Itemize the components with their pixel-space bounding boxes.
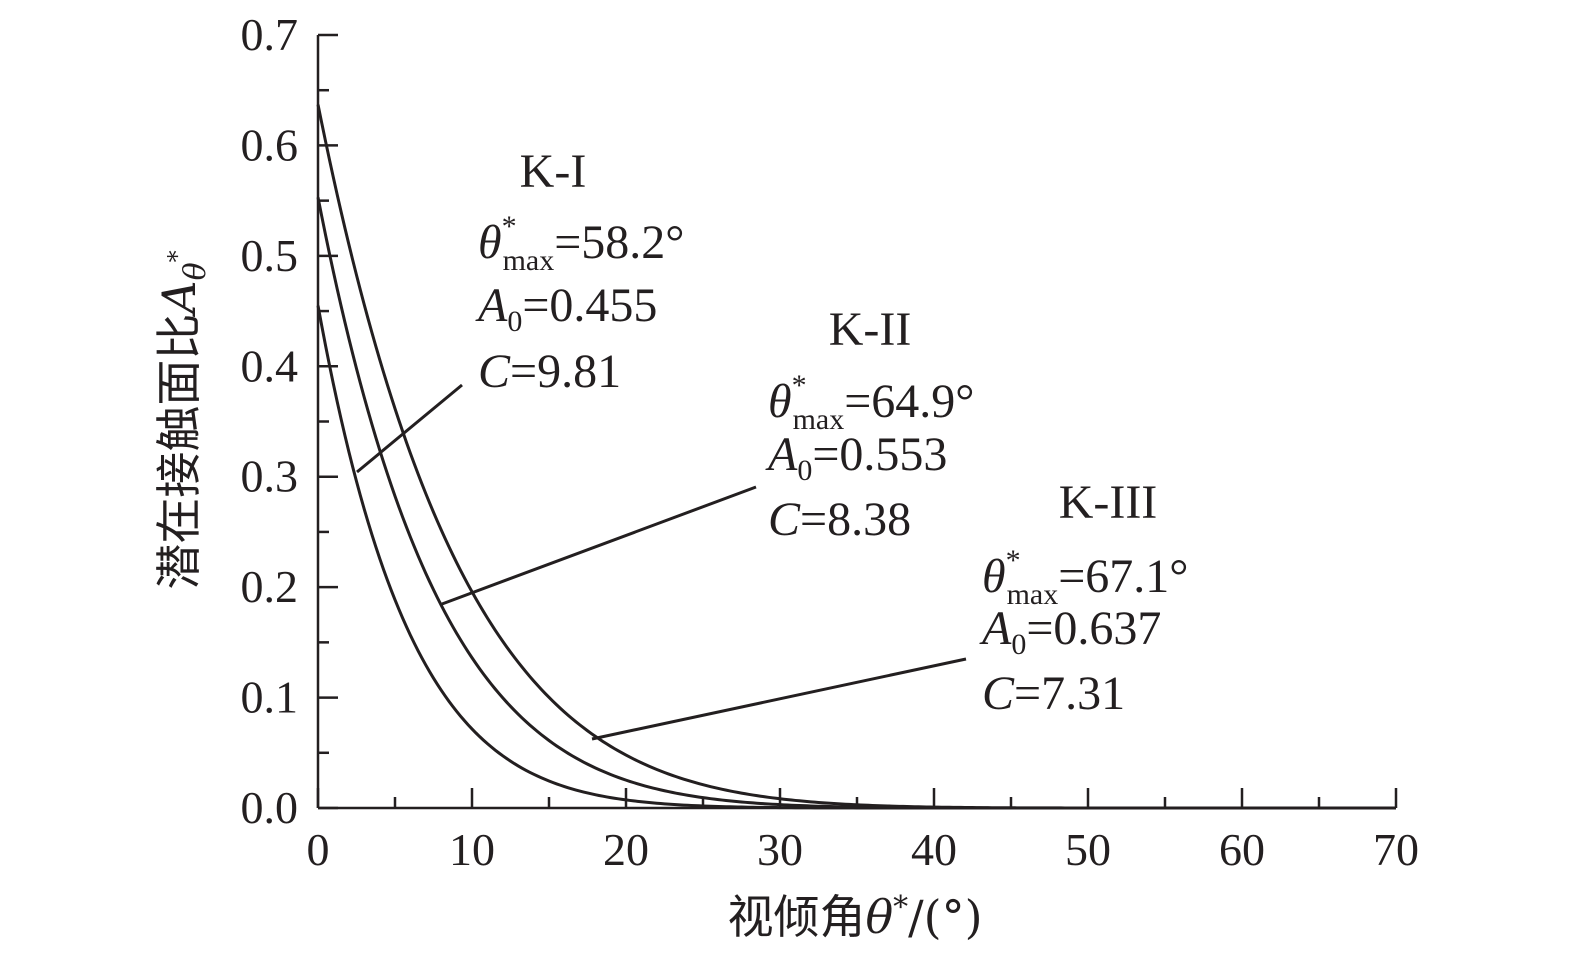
curves	[316, 104, 1396, 810]
leader-lines	[356, 383, 967, 741]
y-tick-label: 0.6	[241, 119, 299, 170]
x-tick-label: 10	[449, 824, 495, 875]
x-tick-label: 30	[757, 824, 803, 875]
leader-k-iii	[591, 657, 967, 741]
y-tick-label: 0.0	[241, 782, 299, 833]
annotation-a0-k-ii: A0=0.553	[765, 428, 947, 487]
x-tick-label: 50	[1065, 824, 1111, 875]
annotation-a0-k-iii: A0=0.637	[979, 602, 1161, 661]
x-tick-label: 0	[307, 824, 330, 875]
leader-k-i	[356, 383, 463, 474]
y-tick-label: 0.7	[241, 9, 299, 60]
annotation-title-k-i: K-I	[520, 145, 587, 198]
annotation-c-k-i: C=9.81	[478, 345, 621, 398]
annotation-theta-max-k-ii: θ* max=64.9°	[768, 369, 975, 436]
axes: 0.0 0.1 0.2 0.3 0.4 0.5 0.6 0.7 0 10 20 30 40 50 60 70	[241, 9, 1420, 875]
x-tick-label: 40	[911, 824, 957, 875]
annotation-title-k-ii: K-II	[829, 303, 912, 356]
y-tick-label: 0.4	[241, 340, 299, 391]
annotations: K-I θ* max=58.2°A0=0.455 C=9.81 K-II θ* max=64…	[475, 145, 1189, 720]
y-tick-label: 0.2	[241, 561, 299, 612]
x-tick-label: 70	[1373, 824, 1419, 875]
y-axis-title: 潜在接触面比Aθ*	[152, 250, 213, 589]
annotation-theta-max-k-iii: θ* max=67.1°	[982, 544, 1189, 611]
annotation-c-k-ii: C=8.38	[768, 493, 911, 546]
annotation-theta-max-k-i: θ* max=58.2°	[478, 210, 685, 277]
y-tick-label: 0.5	[241, 230, 299, 281]
annotation-c-k-iii: C=7.31	[982, 667, 1125, 720]
curve-k-iii	[316, 104, 1396, 810]
x-axis-title: 视倾角θ*/(°)	[727, 890, 982, 944]
y-tick-label: 0.1	[241, 672, 299, 723]
x-tick-label: 60	[1219, 824, 1265, 875]
annotation-a0-k-i: A0=0.455	[475, 279, 657, 338]
y-tick-label: 0.3	[241, 451, 299, 502]
leader-k-ii	[441, 485, 757, 606]
annotation-title-k-iii: K-III	[1059, 476, 1158, 529]
x-tick-label: 20	[603, 824, 649, 875]
